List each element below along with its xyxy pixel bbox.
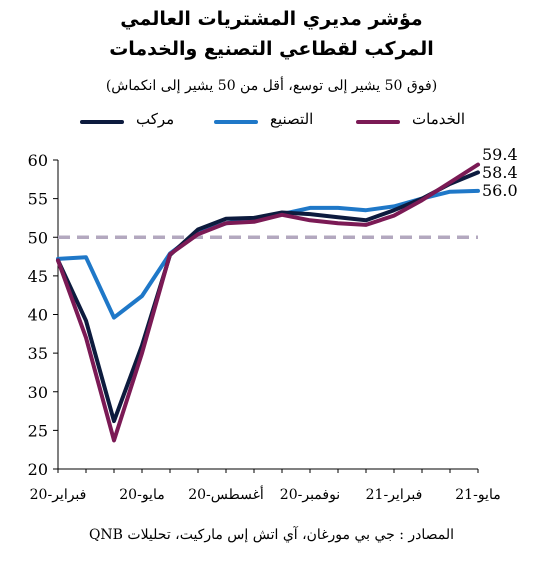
end-label-services: 59.4 — [482, 145, 518, 164]
y-tick-label-50: 50 — [28, 228, 48, 247]
x-tick-label-2020-02: فبراير-20 — [30, 487, 87, 503]
y-tick-label-25: 25 — [28, 421, 48, 440]
y-tick-label-55: 55 — [28, 190, 48, 209]
legend: مركب التصنيع الخدمات — [0, 110, 543, 136]
axes: 20 25 30 35 40 45 50 55 60 فبراير-20 مايو-20 أغسطس-… — [28, 151, 501, 503]
y-tick-label-40: 40 — [28, 306, 48, 325]
end-label-composite: 58.4 — [482, 163, 518, 182]
x-tick-label-2021-02: فبراير-21 — [366, 487, 423, 503]
legend-item-composite: مركب — [80, 110, 180, 134]
series-line-manufacturing — [56, 188, 480, 320]
legend-swatch-services — [356, 120, 400, 124]
series-lines — [56, 162, 480, 443]
y-tick-label-60: 60 — [28, 151, 48, 170]
y-tick-label-35: 35 — [28, 344, 48, 363]
x-tick-label-2020-11: نوفمبر-20 — [280, 487, 340, 503]
legend-item-services: الخدمات — [356, 110, 476, 134]
legend-label-services: الخدمات — [412, 110, 466, 128]
series-line-composite — [56, 170, 480, 424]
x-tick-label-2020-05: مايو-20 — [119, 487, 164, 503]
legend-item-manufacturing: التصنيع — [214, 110, 334, 134]
y-tick-label-45: 45 — [28, 267, 48, 286]
end-label-manufacturing: 56.0 — [482, 181, 518, 200]
chart-title-line2: المركب لقطاعي التصنيع والخدمات — [109, 38, 434, 60]
legend-label-manufacturing: التصنيع — [270, 110, 314, 128]
legend-swatch-manufacturing — [214, 120, 258, 124]
y-tick-label-20: 20 — [28, 460, 48, 479]
line-chart: 20 25 30 35 40 45 50 55 60 فبراير-20 مايو-20 أغسطس-… — [28, 145, 518, 503]
x-tick-label-2021-05: مايو-21 — [455, 487, 500, 503]
legend-swatch-composite — [80, 120, 124, 124]
chart-title-line1: مؤشر مديري المشتريات العالمي — [120, 8, 423, 30]
chart-subtitle: (فوق 50 يشير إلى توسع، أقل من 50 يشير إل… — [105, 78, 438, 94]
end-labels: 56.058.459.4 — [482, 145, 518, 200]
y-tick-label-30: 30 — [28, 383, 48, 402]
x-tick-label-2020-08: أغسطس-20 — [188, 484, 264, 503]
series-line-services — [56, 162, 480, 443]
source-note: المصادر : جي بي مورغان، آي اتش إس ماركيت… — [88, 527, 455, 543]
legend-label-composite: مركب — [136, 110, 175, 128]
